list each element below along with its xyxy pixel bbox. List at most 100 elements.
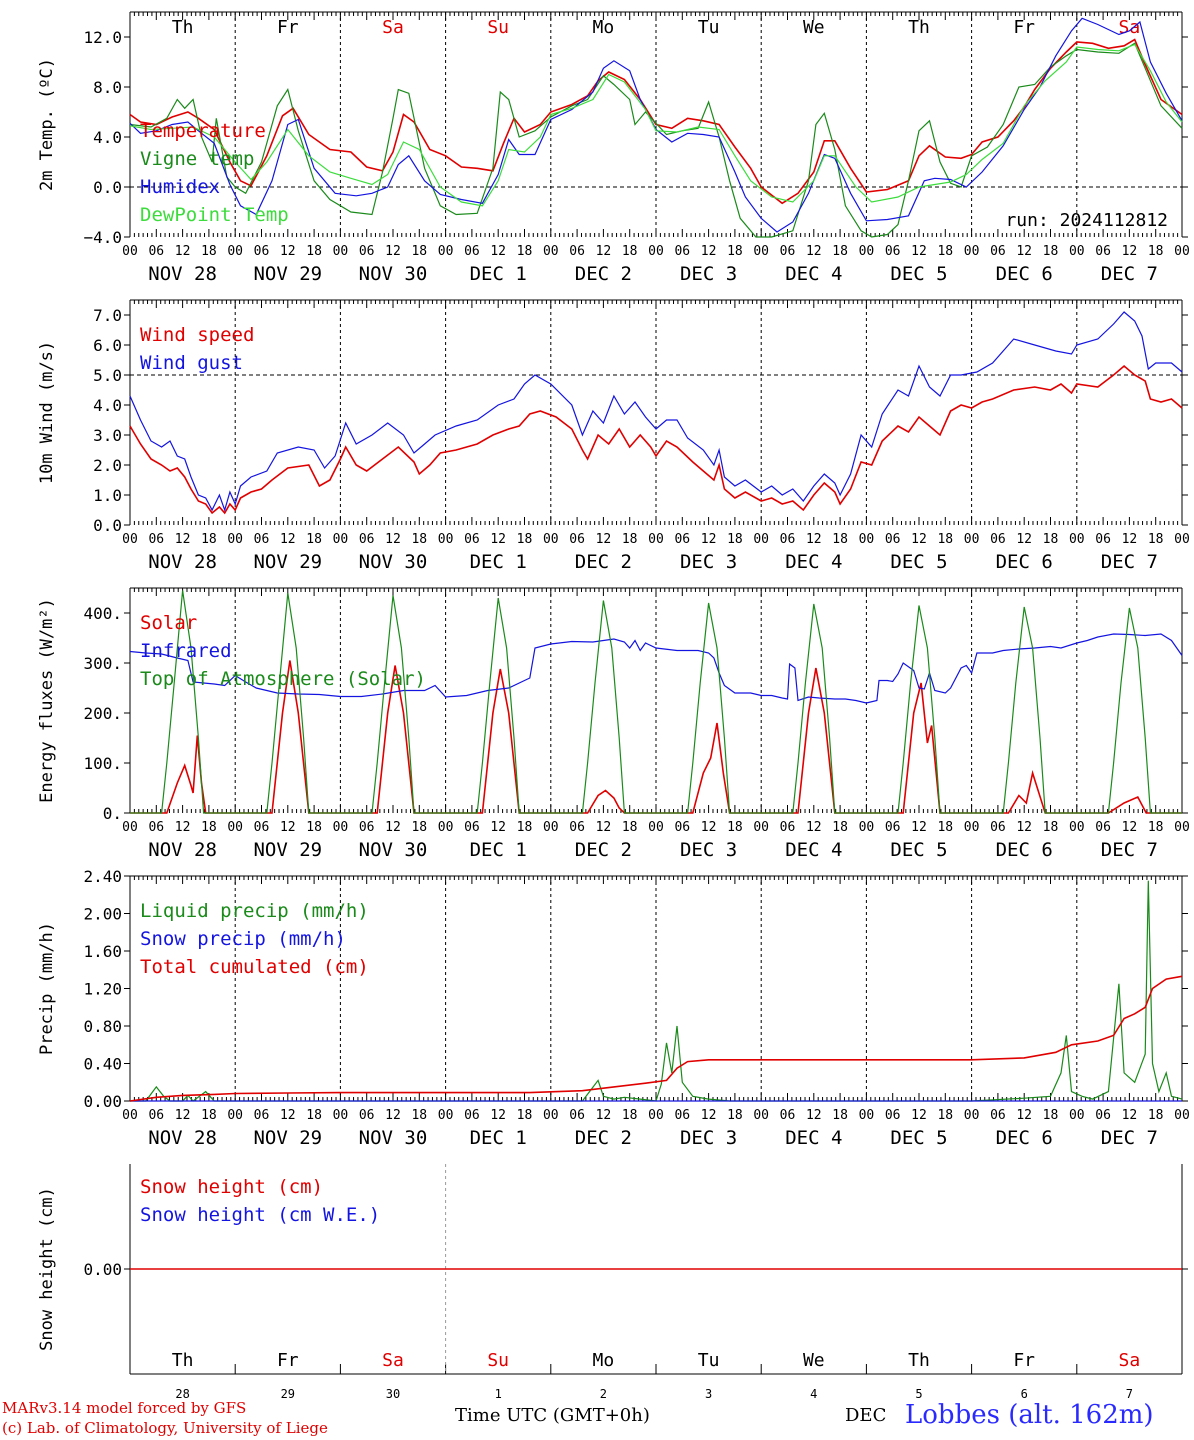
date-label: NOV 29 (253, 551, 322, 573)
hour-label: 12 (806, 820, 822, 835)
hour-label: 12 (911, 244, 927, 259)
date-label: DEC 5 (890, 839, 947, 861)
hour-label: 06 (569, 820, 585, 835)
legend-temperature: Temperature (140, 120, 266, 142)
hour-label: 06 (254, 244, 270, 259)
y-tick-label: 0.40 (83, 1055, 122, 1074)
y-axis-label: Energy fluxes (W/m²) (37, 598, 57, 803)
series-line-vigne-temp (129, 42, 1183, 238)
y-tick-label: 200. (83, 704, 122, 723)
hour-label: 06 (359, 820, 375, 835)
meteogram: −4.00.04.08.012.02m Temp. (ºC)Th Fr Sa Su Mo… (37, 11, 1190, 1400)
legend-snow-height-cm-w-e-: Snow height (cm W.E.) (140, 1204, 380, 1226)
hour-label: 06 (1095, 532, 1111, 547)
hour-label: 06 (148, 532, 164, 547)
y-tick-label: 0.0 (93, 516, 122, 535)
date-label: DEC 1 (470, 1127, 527, 1149)
hour-label: 18 (201, 532, 217, 547)
hour-label: 12 (490, 244, 506, 259)
hour-label: 06 (885, 1108, 901, 1123)
hour-label: 00 (1069, 1108, 1085, 1123)
hour-label: 06 (885, 820, 901, 835)
hour-label: 18 (1148, 532, 1164, 547)
legend-infrared: Infrared (140, 640, 232, 662)
hour-label: 12 (175, 820, 191, 835)
run-label: run: 2024112812 (1005, 210, 1168, 231)
hour-label: 00 (333, 820, 349, 835)
hour-label: 00 (859, 820, 875, 835)
hour-label: 00 (227, 1108, 243, 1123)
y-tick-label: 0. (103, 804, 122, 823)
y-tick-label: 300. (83, 654, 122, 673)
y-tick-label: 400. (83, 604, 122, 623)
y-axis-label: 10m Wind (m/s) (37, 341, 57, 484)
hour-label: 06 (464, 244, 480, 259)
hour-label: 06 (780, 532, 796, 547)
date-label: DEC 7 (1101, 1127, 1158, 1149)
date-label: DEC 5 (890, 263, 947, 285)
hour-label: 12 (1122, 244, 1138, 259)
day-number-label: 30 (386, 1387, 400, 1400)
weekday-label: We (803, 1350, 825, 1371)
hour-label: 00 (1174, 820, 1190, 835)
hour-label: 00 (859, 244, 875, 259)
hour-label: 06 (885, 244, 901, 259)
hour-label: 06 (148, 1108, 164, 1123)
hour-label: 00 (1069, 244, 1085, 259)
y-tick-label: 5.0 (93, 366, 122, 385)
date-label: DEC 1 (470, 551, 527, 573)
legend-vigne-temp: Vigne temp (140, 148, 254, 170)
date-label: DEC 4 (785, 551, 842, 573)
date-label: DEC 6 (996, 839, 1053, 861)
hour-label: 18 (201, 820, 217, 835)
hour-label: 12 (911, 532, 927, 547)
hour-label: 06 (1095, 244, 1111, 259)
hour-label: 18 (832, 532, 848, 547)
hour-label: 12 (701, 1108, 717, 1123)
series-line-liquid-precip-mm-h- (130, 880, 1183, 1102)
hour-label: 00 (964, 532, 980, 547)
hour-label: 12 (385, 820, 401, 835)
date-label: NOV 30 (359, 551, 428, 573)
weekday-label: Mo (593, 1350, 615, 1371)
hour-label: 00 (438, 532, 454, 547)
hour-label: 12 (596, 1108, 612, 1123)
hour-label: 12 (1016, 532, 1032, 547)
hour-label: 00 (543, 1108, 559, 1123)
y-tick-label: 0.00 (83, 1092, 122, 1111)
date-label: DEC 7 (1101, 839, 1158, 861)
hour-label: 12 (1122, 1108, 1138, 1123)
date-label: NOV 30 (359, 839, 428, 861)
date-label: DEC 1 (470, 839, 527, 861)
hour-label: 12 (596, 244, 612, 259)
hour-label: 06 (674, 244, 690, 259)
y-tick-label: 4.0 (93, 128, 122, 147)
hour-label: 06 (569, 244, 585, 259)
hour-label: 06 (464, 820, 480, 835)
weekday-label: Sa (382, 1350, 404, 1371)
hour-label: 18 (1043, 1108, 1059, 1123)
hour-label: 18 (1148, 1108, 1164, 1123)
hour-label: 18 (1043, 532, 1059, 547)
hour-label: 12 (911, 820, 927, 835)
hour-label: 00 (227, 244, 243, 259)
weekday-label: Su (487, 17, 509, 38)
series-line-wind-speed (129, 364, 1183, 515)
hour-label: 00 (964, 244, 980, 259)
hour-label: 18 (937, 244, 953, 259)
station-label: Lobbes (alt. 162m) (905, 1400, 1154, 1430)
date-label: DEC 4 (785, 1127, 842, 1149)
hour-label: 00 (964, 820, 980, 835)
weekday-label: Tu (698, 17, 720, 38)
day-number-label: 7 (1126, 1387, 1133, 1400)
weekday-label: Fr (1013, 1350, 1035, 1371)
hour-label: 00 (333, 532, 349, 547)
hour-label: 12 (806, 1108, 822, 1123)
y-tick-label: 12.0 (83, 28, 122, 47)
hour-label: 00 (648, 532, 664, 547)
legend-snow-height-cm-: Snow height (cm) (140, 1176, 323, 1198)
date-label: DEC 6 (996, 1127, 1053, 1149)
hour-label: 00 (648, 244, 664, 259)
hour-label: 00 (1069, 820, 1085, 835)
hour-label: 00 (859, 532, 875, 547)
